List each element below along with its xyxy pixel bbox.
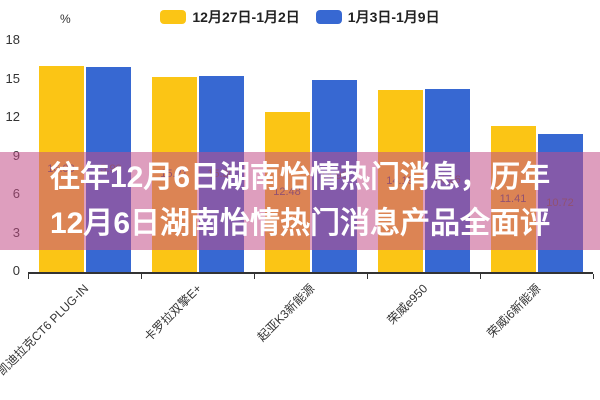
x-axis-tick (593, 274, 594, 279)
x-category-label: 荣威i6新能源 (483, 281, 543, 341)
x-axis-tick (141, 274, 142, 279)
legend-label: 1月3日-1月9日 (347, 9, 440, 25)
legend-item-week1[interactable]: 12月27日-1月2日 (160, 7, 300, 27)
x-axis-tick (28, 274, 29, 279)
legend-item-week2[interactable]: 1月3日-1月9日 (315, 7, 440, 27)
y-tick-label: 12 (5, 109, 20, 124)
y-tick-label: 18 (5, 32, 20, 47)
x-category-label: 起亚K3新能源 (254, 281, 317, 345)
x-category-label: 卡罗拉双擎E+ (140, 281, 204, 345)
x-axis-tick (480, 274, 481, 279)
overlay-title-line1: 往年12月6日湖南怡情热门消息，历年 (49, 161, 551, 194)
x-category-label: 凯迪拉克CT6 PLUG-IN (0, 281, 91, 379)
legend-swatch-blue (315, 10, 342, 24)
overlay-title-line2: 12月6日湖南怡情热门消息产品全面评 (49, 207, 551, 240)
y-axis-unit-label: % (60, 12, 71, 26)
x-category-label: 荣威e950 (384, 281, 430, 328)
legend-label: 12月27日-1月2日 (192, 9, 300, 25)
x-axis-tick (367, 274, 368, 279)
x-axis-line (28, 272, 593, 274)
legend-swatch-yellow (160, 10, 187, 24)
y-tick-label: 0 (12, 263, 20, 278)
legend: 12月27日-1月2日 1月3日-1月9日 (0, 7, 600, 27)
x-axis-tick (254, 274, 255, 279)
y-tick-label: 15 (5, 70, 20, 86)
title-overlay-banner: 往年12月6日湖南怡情热门消息，历年 12月6日湖南怡情热门消息产品全面评 (0, 152, 600, 250)
